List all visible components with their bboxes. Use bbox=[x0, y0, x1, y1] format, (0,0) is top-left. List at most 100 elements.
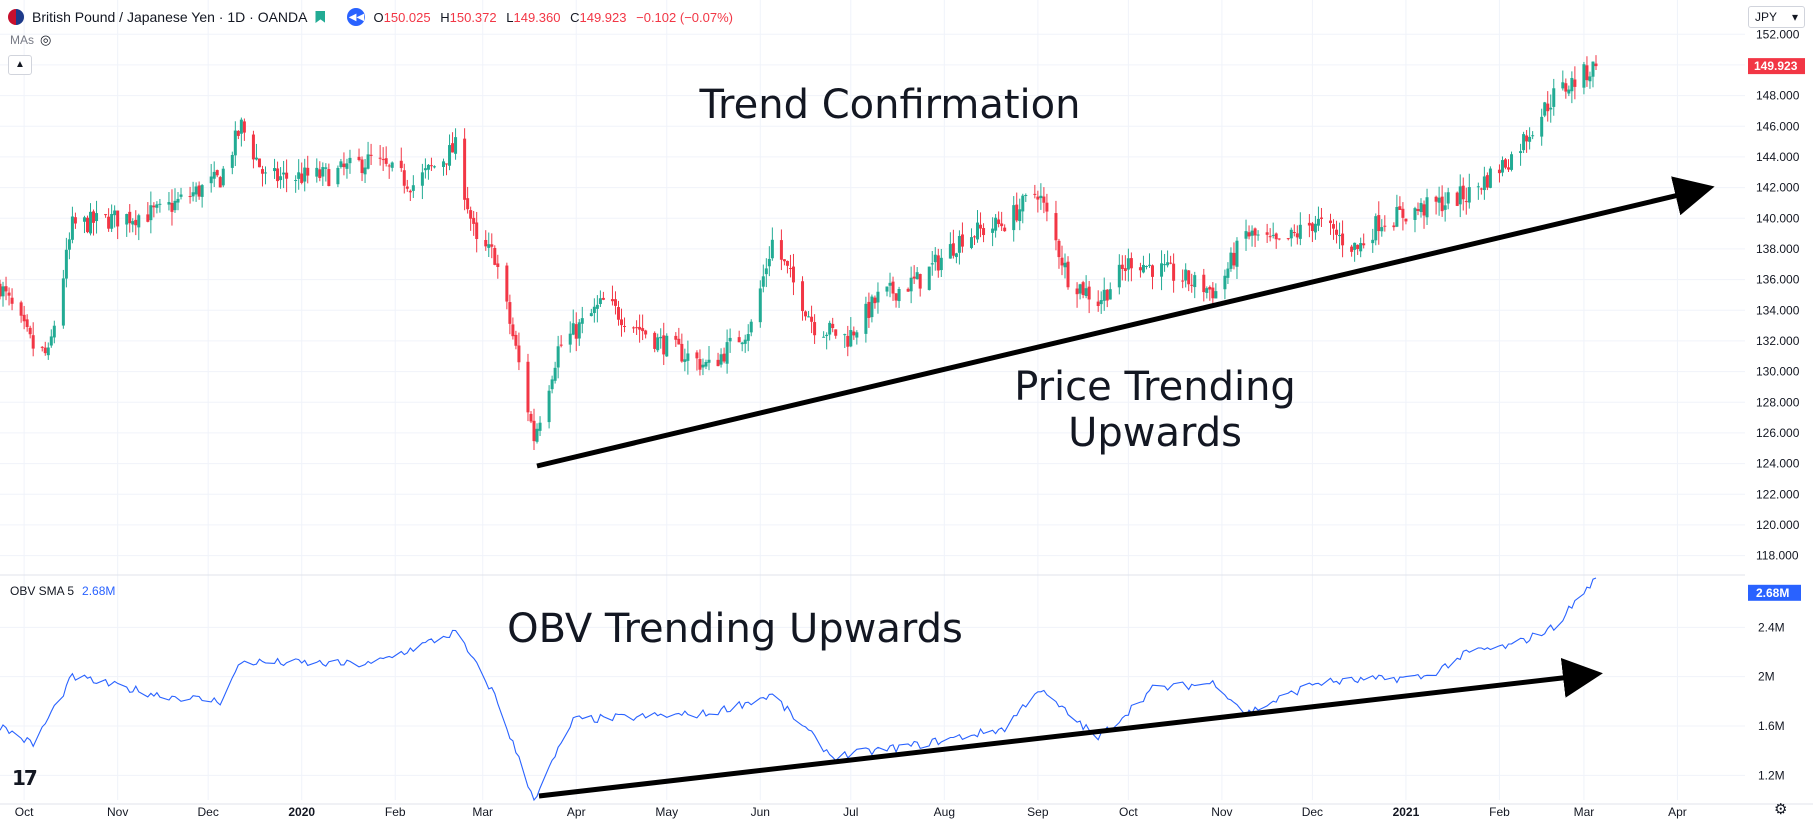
candle-body bbox=[791, 266, 795, 283]
candle-body bbox=[1371, 239, 1375, 244]
candle-body bbox=[807, 316, 811, 318]
candle-body bbox=[1256, 234, 1260, 236]
candle-body bbox=[867, 301, 871, 318]
candle-body bbox=[89, 211, 93, 234]
candle-body bbox=[526, 361, 530, 413]
candle-body bbox=[1036, 196, 1040, 200]
candle-body bbox=[1172, 263, 1176, 281]
candle-body bbox=[1150, 265, 1154, 277]
candle-body bbox=[1316, 218, 1320, 226]
candle-body bbox=[810, 316, 814, 322]
candle-body bbox=[571, 323, 575, 335]
candle-body bbox=[149, 205, 153, 221]
candle-body bbox=[167, 202, 171, 205]
candle-body bbox=[728, 337, 732, 342]
last-price-tag bbox=[1748, 58, 1805, 75]
candle-body bbox=[1422, 204, 1426, 216]
candle-body bbox=[505, 265, 509, 302]
candle-body bbox=[1078, 284, 1082, 294]
candle-body bbox=[170, 202, 174, 212]
price-tick-label: 138.000 bbox=[1756, 242, 1800, 256]
symbol-title[interactable]: British Pound / Japanese Yen · 1D · OAND… bbox=[32, 9, 308, 25]
candle-body bbox=[653, 332, 657, 349]
candle-body bbox=[517, 345, 521, 363]
obv-axis[interactable]: 2.4M 2M 1.6M 1.2M 2.68M bbox=[1748, 584, 1801, 783]
candle-body bbox=[930, 263, 934, 265]
mas-label[interactable]: MAs bbox=[10, 33, 34, 47]
candle-body bbox=[146, 214, 150, 222]
time-axis[interactable]: Oct Nov Dec 2020 Feb Mar Apr May Jun Jul Aug Sep Oct… bbox=[15, 805, 1687, 819]
candle-body bbox=[1310, 223, 1314, 232]
candle-body bbox=[1467, 187, 1471, 203]
candle-body bbox=[212, 171, 216, 179]
obv-legend-name[interactable]: OBV SMA 5 bbox=[10, 584, 75, 598]
candle-body bbox=[300, 173, 304, 183]
candle-body bbox=[1404, 218, 1408, 222]
candle-body bbox=[979, 224, 983, 229]
price-tick-label: 134.000 bbox=[1756, 303, 1800, 317]
candle-body bbox=[638, 326, 642, 330]
candle-body bbox=[297, 172, 301, 179]
candle-body bbox=[1244, 231, 1248, 239]
price-tick-label: 144.000 bbox=[1756, 150, 1800, 164]
candle-body bbox=[152, 205, 156, 208]
candle-body bbox=[1033, 193, 1037, 195]
candle-body bbox=[399, 160, 403, 169]
candle-body bbox=[475, 222, 479, 240]
candle-body bbox=[257, 158, 261, 168]
currency-select[interactable]: JPY ▾ bbox=[1748, 6, 1805, 28]
replay-icon[interactable]: ◀◀ bbox=[347, 8, 366, 26]
eye-hidden-icon[interactable]: ◎ bbox=[40, 32, 52, 47]
candle-body bbox=[740, 342, 744, 345]
candle-body bbox=[1226, 268, 1230, 278]
candle-body bbox=[574, 324, 578, 339]
price-tick-label: 124.000 bbox=[1756, 457, 1800, 471]
candle-body bbox=[445, 163, 449, 165]
candle-body bbox=[116, 210, 120, 227]
time-tick-label: Dec bbox=[198, 805, 219, 819]
candle-body bbox=[197, 185, 201, 197]
candle-body bbox=[236, 130, 240, 136]
price-candles bbox=[0, 55, 1598, 450]
candle-body bbox=[746, 334, 750, 341]
tradingview-logo[interactable]: 17 bbox=[12, 766, 38, 790]
candle-body bbox=[695, 352, 699, 359]
candle-body bbox=[218, 177, 222, 188]
candle-body bbox=[1265, 232, 1269, 235]
candle-body bbox=[1063, 262, 1067, 268]
candle-body bbox=[1129, 258, 1133, 269]
candle-body bbox=[448, 145, 452, 166]
candle-body bbox=[1488, 168, 1492, 188]
candle-body bbox=[1395, 206, 1399, 227]
candle-body bbox=[1202, 274, 1206, 293]
candle-body bbox=[348, 157, 352, 164]
candle-body bbox=[1054, 213, 1058, 241]
candle-body bbox=[40, 346, 44, 348]
ohlc-open-value: 150.025 bbox=[383, 9, 431, 25]
bookmark-icon[interactable] bbox=[315, 11, 326, 23]
candle-body bbox=[1096, 301, 1100, 307]
candle-body bbox=[487, 244, 491, 248]
candle-body bbox=[556, 346, 560, 368]
candle-body bbox=[1286, 238, 1290, 240]
annotation-obv-trending: OBV Trending Upwards bbox=[507, 606, 963, 652]
candle-body bbox=[285, 172, 289, 179]
candle-body bbox=[553, 367, 557, 381]
candle-body bbox=[822, 336, 826, 338]
price-tick-label: 122.000 bbox=[1756, 487, 1800, 501]
candle-body bbox=[813, 322, 817, 336]
candle-body bbox=[912, 276, 916, 279]
candle-body bbox=[1540, 116, 1544, 137]
candle-body bbox=[1208, 286, 1212, 290]
candle-body bbox=[749, 321, 753, 333]
obv-last-tag bbox=[1748, 584, 1801, 601]
candle-body bbox=[451, 143, 455, 153]
candle-body bbox=[52, 325, 56, 338]
collapse-legend-button[interactable]: ▲ bbox=[8, 55, 32, 75]
candle-body bbox=[251, 134, 255, 160]
candle-body bbox=[70, 216, 74, 240]
price-axis[interactable]: 152.000150.000148.000146.000144.000142.0… bbox=[1748, 27, 1805, 563]
candle-body bbox=[1380, 227, 1384, 232]
gear-icon[interactable]: ⚙ bbox=[1774, 801, 1788, 818]
